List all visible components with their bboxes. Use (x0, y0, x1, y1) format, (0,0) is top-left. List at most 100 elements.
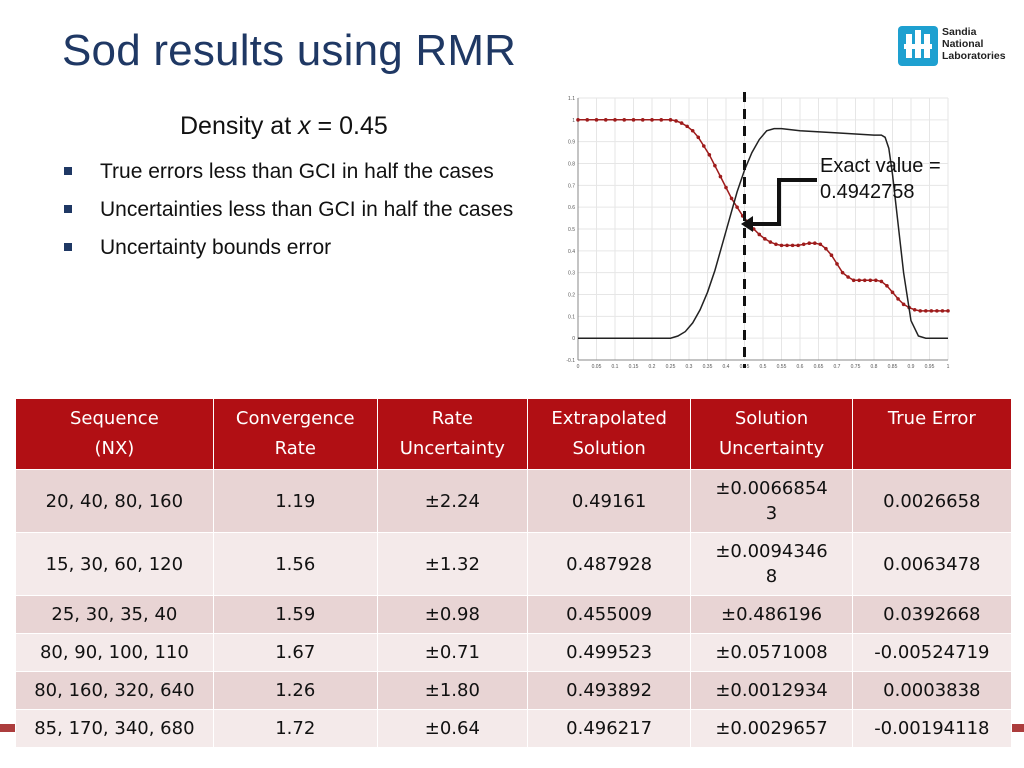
data-point (763, 237, 767, 241)
x-tick-label: 0.4 (723, 364, 730, 368)
bullet-square-icon (64, 167, 72, 175)
data-point (857, 278, 861, 283)
table-cell: ±0.486196 (690, 595, 853, 634)
bullet-square-icon (64, 243, 72, 251)
data-point (862, 278, 867, 283)
x-tick-label: 0.95 (925, 364, 935, 368)
table-cell: 0.49161 (526, 469, 692, 533)
x-tick-label: 0.1 (612, 364, 619, 368)
data-point (940, 309, 945, 313)
table-cell: 1.67 (212, 633, 378, 672)
data-point (874, 278, 878, 283)
data-point (840, 270, 845, 275)
y-tick-label: -0.1 (566, 358, 575, 364)
chart-subtitle: Density at x = 0.45 (180, 112, 388, 140)
y-tick-label: 0 (572, 336, 575, 342)
data-point (690, 128, 695, 133)
data-point (707, 152, 712, 157)
x-tick-label: 0.05 (592, 364, 602, 368)
data-point (668, 118, 673, 122)
table-cell: ±0.0571008 (690, 633, 853, 672)
column-header: Solution Uncertainty (690, 398, 853, 470)
table-row: 25, 30, 35, 40 1.59 ±0.98 0.455009 ±0.486196… (15, 595, 1013, 634)
data-point (829, 253, 834, 257)
bullet-item: True errors less than GCI in half the ca… (62, 155, 542, 189)
data-point (757, 232, 762, 237)
table-cell: 80, 160, 320, 640 (15, 671, 214, 710)
y-tick-label: 0.2 (568, 293, 575, 299)
table-cell: ±0.98 (376, 595, 528, 634)
y-tick-label: 0.4 (568, 249, 575, 255)
column-header: Rate Uncertainty (376, 398, 528, 470)
table-header-row: Sequence (NX) Convergence Rate Rate Uncertain… (15, 398, 1013, 470)
data-point (576, 118, 580, 122)
table-cell: 0.499523 (526, 633, 692, 672)
table-cell: 1.26 (212, 671, 378, 710)
slide-title: Sod results using RMR (62, 26, 517, 75)
table-cell: ±0.0094346 8 (690, 532, 853, 596)
data-point (713, 163, 717, 168)
data-point (890, 290, 895, 295)
x-tick-label: 0.15 (629, 364, 639, 368)
data-point (924, 309, 928, 313)
table-cell: ±0.0066854 3 (690, 469, 853, 533)
data-point (768, 240, 773, 244)
data-point (779, 243, 784, 248)
data-point (650, 118, 654, 122)
column-header: True Error (851, 398, 1013, 470)
y-tick-label: 0.9 (568, 140, 575, 146)
data-point (674, 119, 678, 123)
bullet-item: Uncertainties less than GCI in half the … (62, 193, 542, 227)
column-header: Convergence Rate (212, 398, 378, 470)
data-point (718, 174, 723, 179)
data-point (935, 309, 939, 313)
table-row: 20, 40, 80, 160 1.19 ±2.24 0.49161 ±0.006685… (15, 469, 1013, 533)
data-point (640, 118, 645, 122)
data-point (818, 242, 823, 247)
data-point (801, 242, 806, 247)
data-point (729, 196, 734, 201)
data-point (813, 241, 817, 245)
x-tick-label: 0.5 (760, 364, 767, 368)
data-point (785, 243, 789, 248)
table-cell: ±0.0029657 (690, 709, 853, 748)
table-cell: 15, 30, 60, 120 (15, 532, 214, 596)
x-tick-label: 0.55 (777, 364, 787, 368)
data-point (901, 302, 906, 307)
x-tick-label: 0.3 (686, 364, 693, 368)
table-cell: 0.487928 (526, 532, 692, 596)
data-point (946, 309, 950, 313)
y-tick-label: 0.3 (568, 271, 575, 277)
table-cell: -0.00194118 (851, 709, 1013, 748)
data-point (585, 118, 590, 122)
table-row: 85, 170, 340, 680 1.72 ±0.64 0.496217 ±0.002… (15, 709, 1013, 748)
data-point (659, 118, 664, 122)
data-point (679, 121, 684, 125)
data-point (868, 278, 873, 283)
column-header: Sequence (NX) (15, 398, 214, 470)
y-tick-label: 0.7 (568, 183, 575, 189)
table-cell: 1.72 (212, 709, 378, 748)
data-point (796, 243, 800, 248)
data-point (603, 118, 608, 122)
table-cell: 0.496217 (526, 709, 692, 748)
table-cell: -0.00524719 (851, 633, 1013, 672)
data-point (846, 275, 850, 279)
column-header: Extrapolated Solution (526, 398, 692, 470)
data-point (685, 124, 689, 129)
bullet-square-icon (64, 205, 72, 213)
table-cell: ±0.64 (376, 709, 528, 748)
x-tick-label: 0.9 (908, 364, 915, 368)
x-tick-label: 1 (947, 364, 950, 368)
table-cell: 0.0026658 (851, 469, 1013, 533)
bullet-item: Uncertainty bounds error (62, 231, 542, 265)
table-cell: 25, 30, 35, 40 (15, 595, 214, 634)
x-tick-label: 0 (577, 364, 580, 368)
data-point (631, 118, 636, 122)
bullet-list: True errors less than GCI in half the ca… (62, 155, 542, 269)
data-point (696, 135, 701, 140)
x-tick-label: 0.7 (834, 364, 841, 368)
density-chart: 00.050.10.150.20.250.30.350.40.450.50.55… (566, 92, 950, 368)
data-point (613, 118, 617, 122)
y-tick-label: 1.1 (568, 96, 575, 102)
